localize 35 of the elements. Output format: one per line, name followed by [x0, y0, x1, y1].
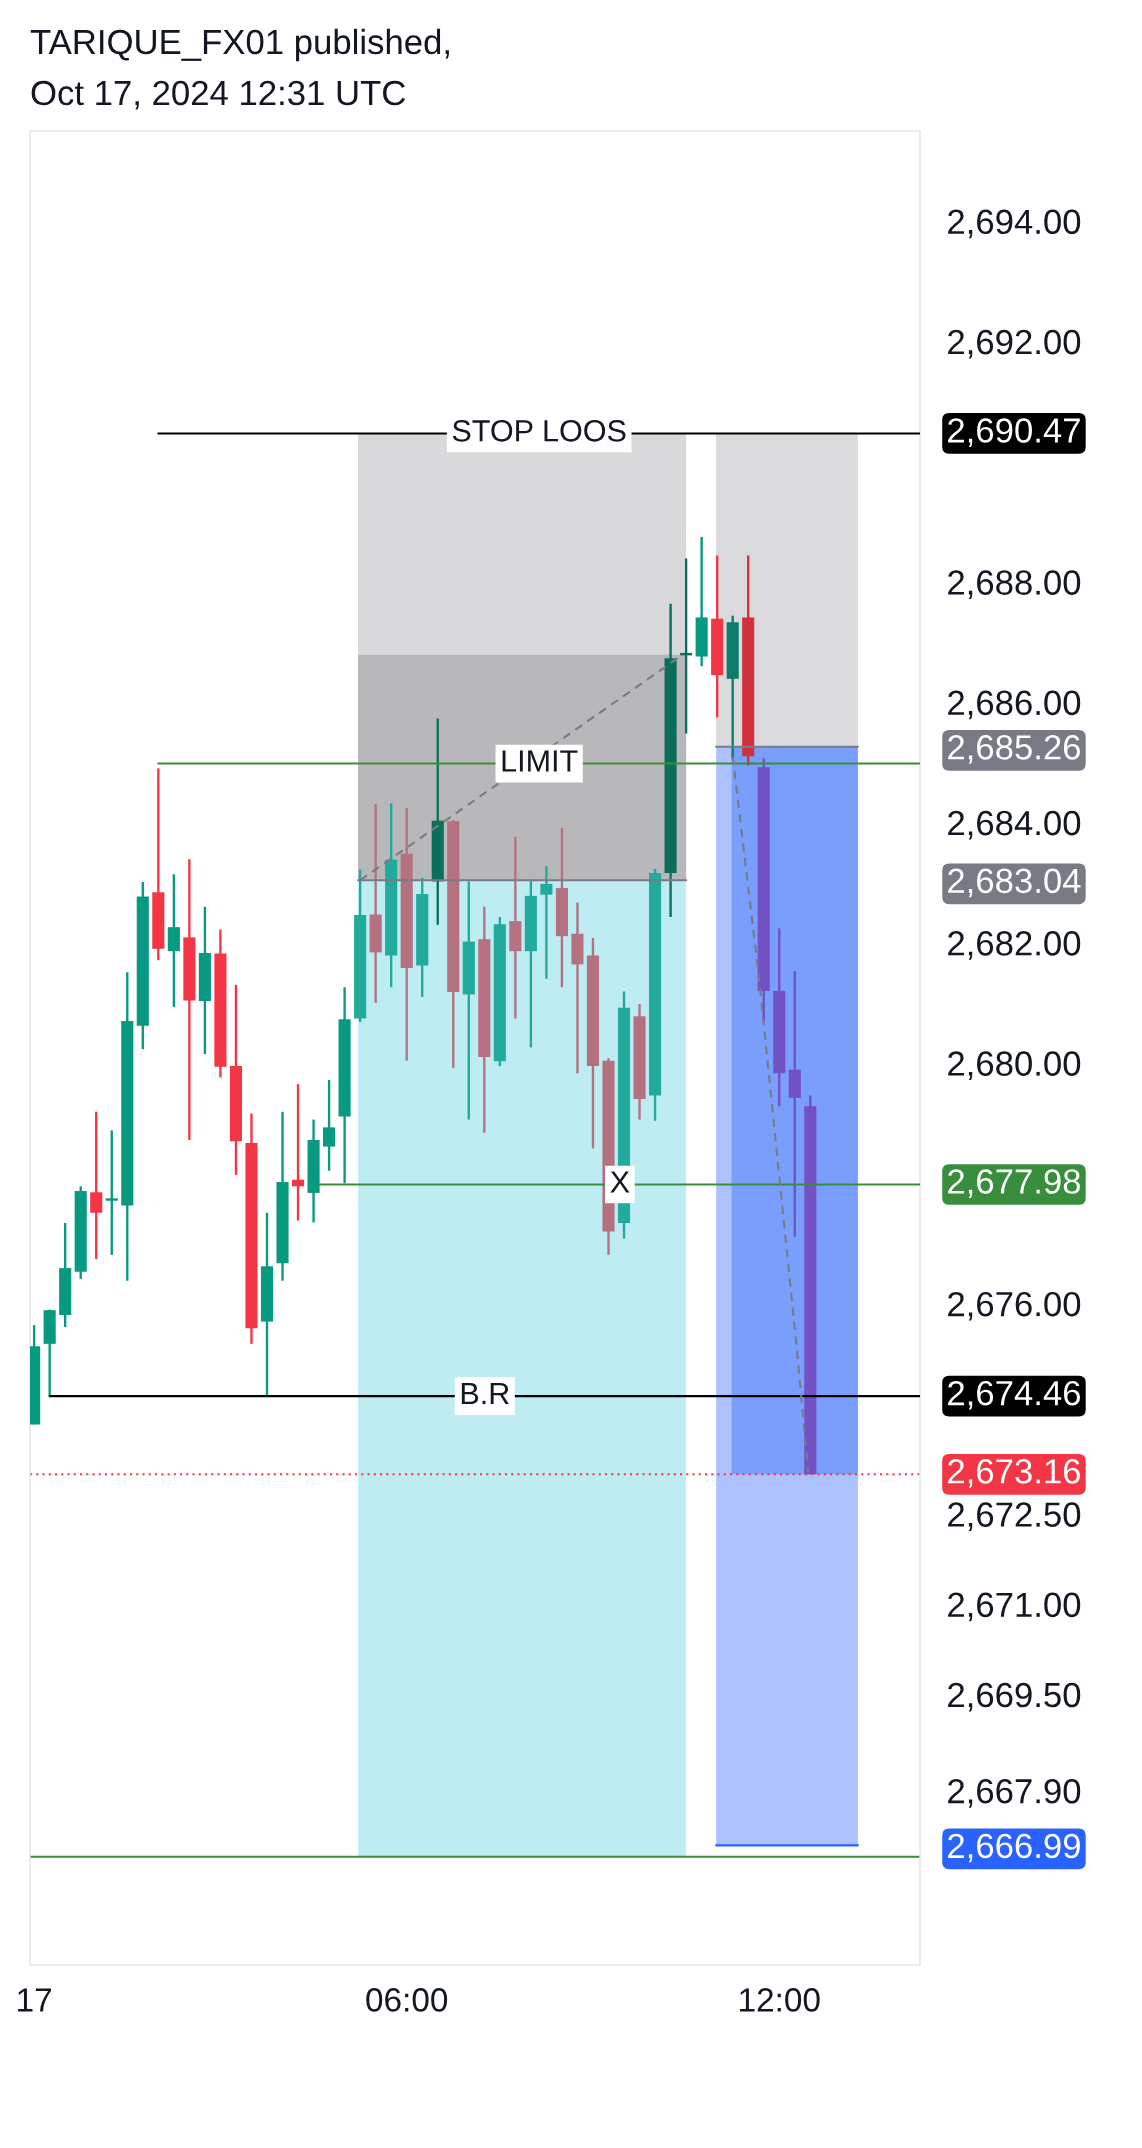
y-tick-label: 2,669.50	[948, 1682, 1081, 1712]
y-tick-label: 2,684.00	[948, 810, 1081, 840]
series-label: STOP LOOS	[452, 420, 626, 442]
chart-title: TARIQUE_FX01 published,	[30, 28, 449, 62]
x-tick-label: 17	[18, 1988, 52, 2012]
y-tick-label: 2,671.00	[948, 1592, 1081, 1622]
candlestick	[105, 1129, 118, 1257]
series-label: LIMIT	[502, 750, 578, 772]
data-label: 2,674.46	[948, 1380, 1081, 1410]
y-tick-label: 2,672.50	[948, 1502, 1081, 1532]
candlestick	[540, 864, 553, 981]
data-label: 2,677.98	[948, 1169, 1081, 1198]
y-tick-label: 2,666.99	[948, 1833, 1080, 1863]
y-tick-label: 2,683.04	[948, 868, 1081, 898]
candlestick	[788, 969, 801, 1238]
y-tick-label: 2,688.00	[948, 570, 1081, 600]
x-tick-label: 06:00	[366, 1988, 448, 2012]
ref-line-label: 2,673.16	[948, 1459, 1081, 1488]
series-label: B.R	[461, 1383, 509, 1405]
y-tick-label: 2,680.00	[948, 1051, 1081, 1081]
chart-subtitle: Oct 17, 2024 12:31 UTC	[31, 80, 406, 110]
y-tick-label: 2,676.00	[948, 1291, 1081, 1321]
y-tick-label: 2,686.00	[948, 690, 1081, 720]
candlestick	[90, 1110, 103, 1261]
y-tick-label: 2,692.00	[948, 329, 1081, 359]
line-series	[731, 755, 810, 1474]
y-tick-label: 2,682.00	[948, 931, 1081, 960]
candlestick	[323, 1078, 336, 1172]
y-tick-label: 2,667.90	[948, 1778, 1081, 1808]
y-tick-label: 2,685.26	[948, 735, 1081, 764]
x-tick-label: 12:00	[740, 1988, 820, 2012]
candlestick	[291, 1082, 305, 1222]
data-label: 2,690.47	[948, 418, 1080, 447]
series-label: X	[610, 1171, 630, 1193]
y-tick-label: 2,694.00	[948, 209, 1081, 239]
